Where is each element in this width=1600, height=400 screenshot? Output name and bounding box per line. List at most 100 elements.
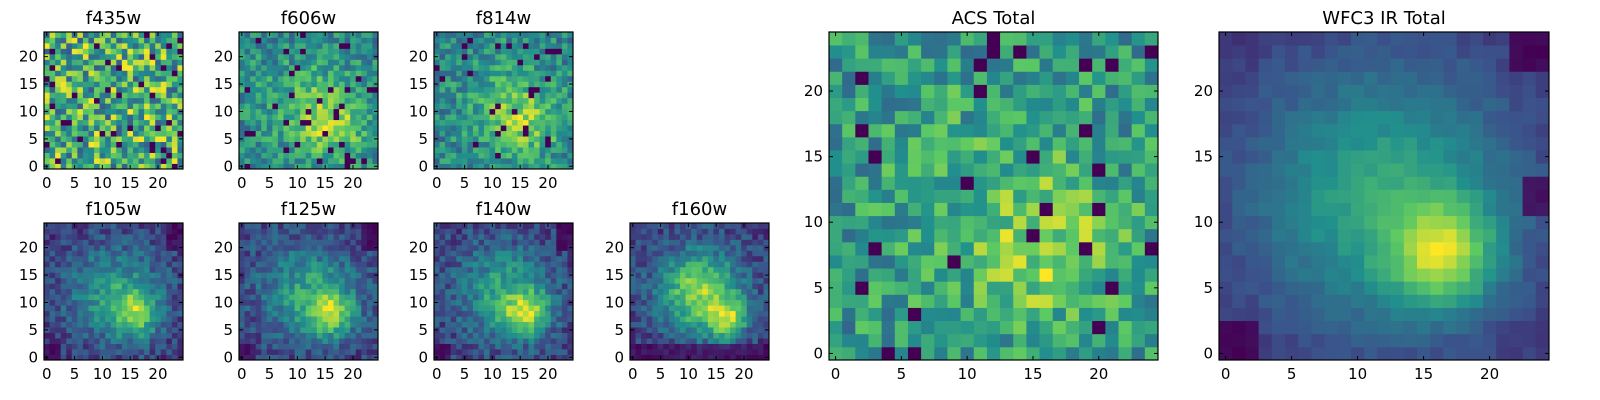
heatmap-cell bbox=[44, 233, 50, 240]
heatmap-cell bbox=[327, 310, 334, 317]
heatmap-cell bbox=[127, 81, 134, 88]
heatmap-cell bbox=[718, 299, 725, 306]
heatmap-cell bbox=[550, 223, 557, 229]
heatmap-cell bbox=[713, 310, 720, 317]
heatmap-cell bbox=[272, 332, 279, 339]
heatmap-cell bbox=[244, 75, 251, 82]
heatmap-cell bbox=[1079, 320, 1093, 335]
heatmap-cell bbox=[746, 288, 753, 295]
heatmap-cell bbox=[467, 283, 474, 290]
heatmap-cell bbox=[105, 255, 112, 262]
heatmap-cell bbox=[344, 103, 351, 110]
heatmap-cell bbox=[372, 343, 379, 350]
heatmap-cell bbox=[724, 332, 731, 339]
heatmap-cell bbox=[434, 59, 440, 66]
heatmap-cell bbox=[478, 305, 485, 312]
heatmap-cell bbox=[77, 332, 84, 339]
heatmap-cell bbox=[545, 272, 552, 279]
heatmap-cell bbox=[868, 215, 883, 230]
heatmap-cell bbox=[495, 343, 502, 350]
heatmap-cell bbox=[344, 305, 351, 312]
heatmap-cell bbox=[663, 327, 670, 333]
heatmap-cell bbox=[289, 321, 295, 328]
heatmap-cell bbox=[702, 321, 709, 328]
heatmap-cell bbox=[921, 333, 935, 348]
heatmap-cell bbox=[166, 233, 173, 240]
heatmap-cell bbox=[283, 261, 290, 268]
heatmap-cell bbox=[144, 136, 151, 142]
heatmap-cell bbox=[752, 343, 759, 350]
heatmap-cell bbox=[261, 338, 268, 344]
heatmap-cell bbox=[522, 354, 529, 361]
heatmap-cell bbox=[763, 223, 770, 229]
heatmap-cell bbox=[116, 277, 123, 284]
heatmap-cell bbox=[144, 75, 151, 82]
heatmap-cell bbox=[99, 59, 106, 66]
heatmap-cell bbox=[539, 119, 546, 126]
heatmap-cell bbox=[339, 75, 346, 82]
heatmap-cell bbox=[472, 130, 479, 137]
heatmap-cell bbox=[495, 64, 502, 71]
heatmap-cell bbox=[177, 239, 184, 246]
heatmap-cell bbox=[1092, 346, 1106, 361]
heatmap-cell bbox=[110, 136, 117, 142]
heatmap-cell bbox=[757, 277, 764, 284]
x-tick-label: 0 bbox=[237, 174, 247, 192]
heatmap-cell bbox=[439, 239, 446, 246]
heatmap-cell bbox=[361, 108, 368, 115]
heatmap-cell bbox=[71, 244, 78, 251]
heatmap-cell bbox=[350, 81, 357, 88]
heatmap-cell bbox=[829, 294, 843, 308]
heatmap-cell bbox=[752, 233, 759, 240]
heatmap-cell bbox=[255, 332, 262, 339]
heatmap-cell bbox=[450, 277, 457, 284]
heatmap-cell bbox=[1065, 307, 1080, 322]
heatmap-cell bbox=[127, 299, 134, 306]
y-tick-label: 20 bbox=[409, 239, 428, 257]
heatmap-cell bbox=[255, 136, 262, 142]
heatmap-cell bbox=[255, 163, 262, 170]
heatmap-cell bbox=[500, 81, 507, 88]
heatmap-cell bbox=[327, 305, 334, 312]
heatmap-cell bbox=[66, 239, 73, 246]
heatmap-cell bbox=[1013, 333, 1027, 348]
heatmap-cell bbox=[55, 250, 62, 257]
heatmap-cell bbox=[707, 305, 714, 312]
heatmap-cell bbox=[657, 299, 664, 306]
heatmap-cell bbox=[49, 103, 56, 110]
heatmap-cell bbox=[44, 37, 50, 44]
heatmap-cell bbox=[99, 75, 106, 82]
heatmap-cell bbox=[506, 321, 513, 328]
heatmap-cell bbox=[855, 307, 869, 322]
heatmap-cell bbox=[517, 261, 524, 268]
heatmap-cell bbox=[294, 233, 301, 240]
heatmap-cell bbox=[641, 223, 648, 229]
heatmap-cell bbox=[372, 152, 379, 159]
heatmap-cell bbox=[255, 223, 262, 229]
heatmap-cell bbox=[132, 299, 139, 306]
heatmap-cell bbox=[355, 316, 362, 323]
heatmap-cell bbox=[261, 233, 268, 240]
heatmap-cell bbox=[1079, 189, 1093, 203]
heatmap-cell bbox=[149, 163, 156, 170]
heatmap-cell bbox=[500, 59, 507, 66]
heatmap-cell bbox=[472, 277, 479, 284]
heatmap-cell bbox=[177, 70, 184, 77]
heatmap-cell bbox=[138, 53, 145, 60]
heatmap-cell bbox=[283, 283, 290, 290]
x-tick-label: 20 bbox=[148, 365, 167, 383]
heatmap-cell bbox=[445, 103, 452, 110]
heatmap-cell bbox=[545, 152, 552, 159]
heatmap-cell bbox=[973, 163, 988, 177]
heatmap-cell bbox=[445, 277, 452, 284]
heatmap-cell bbox=[752, 261, 759, 268]
heatmap-cell bbox=[567, 86, 574, 93]
heatmap-cell bbox=[294, 141, 301, 148]
heatmap-cell bbox=[82, 141, 89, 148]
heatmap-cell bbox=[289, 305, 295, 312]
heatmap-cell bbox=[921, 268, 935, 282]
heatmap-cell bbox=[132, 223, 139, 229]
heatmap-cell bbox=[1039, 346, 1054, 361]
heatmap-cell bbox=[177, 37, 184, 44]
heatmap-cell bbox=[171, 163, 178, 170]
